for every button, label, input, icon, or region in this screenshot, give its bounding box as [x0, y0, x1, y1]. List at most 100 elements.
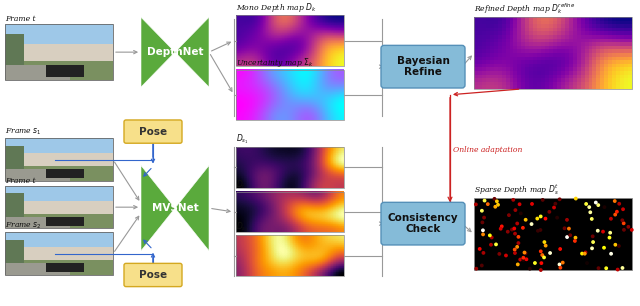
Point — [541, 243, 551, 248]
Point — [538, 197, 548, 202]
Bar — [5, 240, 24, 263]
Point — [540, 216, 550, 221]
Point — [623, 224, 634, 229]
Point — [478, 250, 488, 255]
Point — [612, 267, 623, 272]
Text: Pose: Pose — [139, 127, 167, 136]
Point — [556, 265, 566, 270]
Text: Frame $s_2$: Frame $s_2$ — [5, 221, 42, 231]
Point — [593, 228, 603, 233]
Bar — [5, 186, 113, 201]
Bar — [5, 153, 113, 166]
Point — [549, 205, 559, 210]
Polygon shape — [141, 17, 175, 87]
Point — [536, 214, 546, 219]
Point — [544, 209, 554, 214]
Point — [614, 201, 625, 206]
Point — [584, 205, 595, 210]
Point — [533, 228, 543, 233]
Point — [612, 209, 622, 214]
Point — [593, 266, 604, 271]
Point — [501, 253, 511, 258]
Point — [518, 257, 529, 262]
Point — [510, 231, 520, 236]
Text: Uncertainty map $\Sigma_k$: Uncertainty map $\Sigma_k$ — [236, 56, 314, 69]
Bar — [5, 24, 113, 80]
Point — [535, 228, 545, 233]
Bar — [5, 232, 113, 275]
Text: Frame $s_1$: Frame $s_1$ — [5, 127, 42, 137]
Point — [490, 196, 500, 201]
Point — [588, 234, 598, 239]
Point — [539, 255, 549, 260]
Point — [522, 257, 532, 262]
Point — [537, 252, 547, 257]
Point — [617, 218, 627, 223]
Point — [577, 251, 587, 256]
Bar — [5, 65, 70, 80]
Point — [585, 210, 595, 215]
Point — [614, 244, 624, 248]
Point — [611, 242, 621, 247]
Bar — [236, 147, 344, 188]
Point — [565, 233, 575, 238]
Point — [486, 235, 497, 240]
Point — [477, 263, 487, 268]
Point — [502, 229, 513, 234]
Point — [513, 262, 523, 267]
Point — [571, 196, 581, 201]
Point — [540, 240, 550, 244]
Point — [580, 251, 590, 256]
Point — [550, 201, 561, 206]
Text: DepthNet: DepthNet — [147, 47, 204, 57]
Bar — [5, 217, 70, 229]
Bar — [5, 24, 113, 80]
Text: Bayesian
Refine: Bayesian Refine — [397, 56, 449, 77]
Point — [530, 260, 540, 265]
Point — [527, 222, 537, 226]
Point — [491, 242, 501, 247]
Point — [601, 266, 611, 271]
FancyBboxPatch shape — [124, 120, 182, 143]
Point — [606, 216, 616, 221]
Bar — [46, 217, 84, 226]
Bar — [5, 186, 113, 229]
Point — [559, 226, 570, 231]
Point — [536, 261, 547, 266]
Point — [536, 249, 546, 254]
Point — [515, 202, 525, 207]
FancyBboxPatch shape — [381, 45, 465, 88]
Point — [495, 226, 506, 231]
Point — [580, 250, 591, 255]
Point — [510, 208, 520, 213]
Point — [518, 255, 529, 260]
Bar — [46, 169, 84, 178]
Point — [610, 212, 620, 217]
Bar — [46, 65, 84, 77]
Text: $D_{s_1}$: $D_{s_1}$ — [236, 132, 249, 146]
Point — [497, 224, 507, 229]
Point — [484, 233, 495, 238]
Point — [508, 197, 518, 202]
Point — [510, 251, 520, 256]
Point — [562, 217, 572, 222]
Point — [582, 261, 592, 266]
Point — [562, 235, 572, 240]
Bar — [5, 201, 113, 214]
Text: Online adaptation: Online adaptation — [453, 146, 522, 154]
Point — [618, 221, 628, 226]
Text: Frame t: Frame t — [5, 177, 36, 185]
Point — [564, 226, 574, 231]
Point — [599, 205, 609, 210]
Bar — [236, 192, 344, 232]
Point — [591, 200, 601, 205]
Text: $D_{s_2}$: $D_{s_2}$ — [236, 221, 249, 234]
Bar — [5, 247, 113, 260]
Point — [525, 266, 535, 271]
Point — [478, 232, 488, 237]
Point — [532, 216, 543, 221]
Point — [520, 251, 531, 256]
Point — [477, 208, 487, 213]
Text: Consistency
Check: Consistency Check — [388, 213, 458, 234]
Bar — [474, 17, 632, 89]
